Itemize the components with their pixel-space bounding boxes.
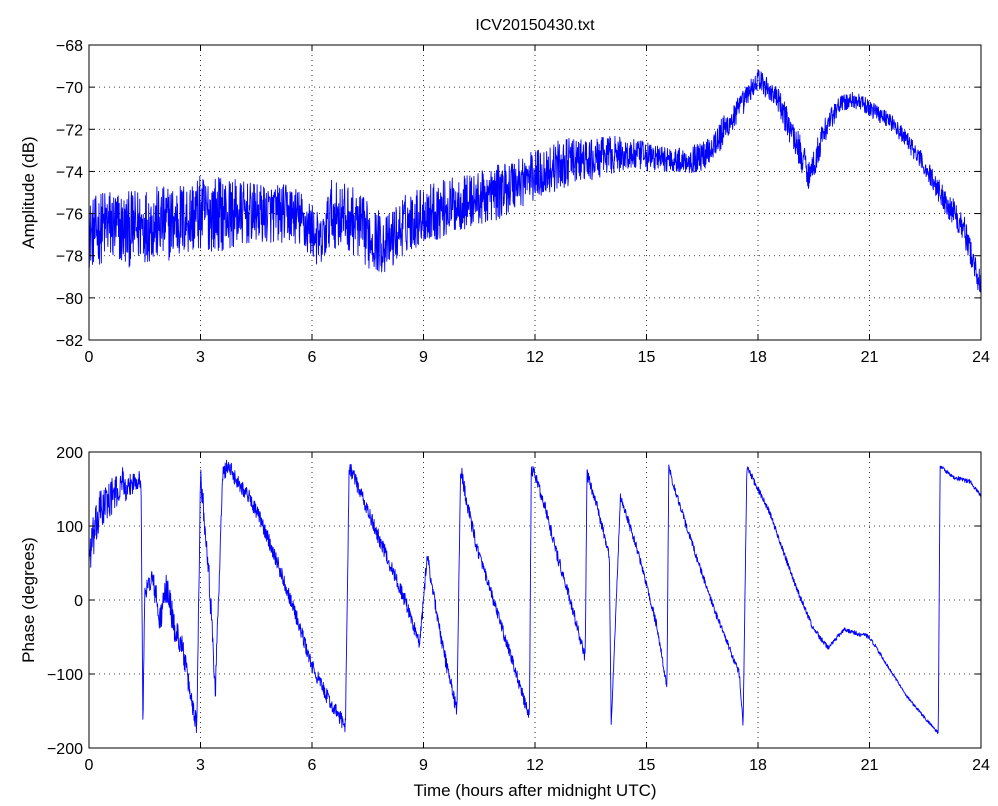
y-tick-label: −78	[56, 249, 83, 266]
y-tick-label: −68	[56, 38, 83, 55]
phase-series	[89, 459, 981, 734]
amplitude-grid	[89, 45, 981, 340]
y-tick-label: −100	[47, 667, 83, 684]
x-axis-label-time: Time (hours after midnight UTC)	[413, 781, 656, 800]
chart-title: ICV20150430.txt	[475, 17, 595, 34]
x-tick-label: 3	[196, 349, 205, 366]
x-tick-label: 6	[308, 349, 317, 366]
y-tick-label: −74	[56, 164, 83, 181]
series-line	[89, 459, 981, 734]
x-tick-label: 9	[419, 757, 428, 774]
y-tick-label: −200	[47, 741, 83, 758]
x-tick-label: 24	[972, 757, 990, 774]
y-tick-label: −82	[56, 333, 83, 350]
y-tick-label: −70	[56, 80, 83, 97]
y-axis-label-amplitude: Amplitude (dB)	[19, 136, 38, 248]
y-tick-label: 0	[74, 593, 83, 610]
x-tick-label: 15	[638, 757, 656, 774]
x-tick-label: 0	[85, 757, 94, 774]
y-tick-label: 200	[56, 445, 83, 462]
amplitude-ticks: 0 3 6 9 12 15 18 21 24 −68 −70 −72 −74 −76 −78 −80 −82	[56, 38, 990, 366]
phase-ticks: 0 3 6 9 12 15 18 21 24 200 100 0 −100 −200	[47, 445, 990, 774]
x-tick-label: 0	[85, 349, 94, 366]
x-tick-label: 6	[308, 757, 317, 774]
x-tick-label: 24	[972, 349, 990, 366]
y-tick-label: −80	[56, 291, 83, 308]
x-tick-label: 9	[419, 349, 428, 366]
phase-plot: 0 3 6 9 12 15 18 21 24 200 100 0 −100 −200 Time (hour…	[19, 445, 990, 800]
x-tick-label: 12	[526, 757, 544, 774]
y-axis-label-phase: Phase (degrees)	[19, 537, 38, 663]
x-tick-label: 18	[749, 757, 767, 774]
y-tick-label: −72	[56, 122, 83, 139]
series-line	[89, 69, 981, 293]
y-tick-label: −76	[56, 207, 83, 224]
x-tick-label: 21	[861, 349, 879, 366]
x-tick-label: 12	[526, 349, 544, 366]
x-tick-label: 15	[638, 349, 656, 366]
amplitude-series	[89, 69, 981, 293]
amplitude-plot: 0 3 6 9 12 15 18 21 24 −68 −70 −72 −74 −76 −78 −80 −82 I…	[19, 17, 990, 366]
x-tick-label: 18	[749, 349, 767, 366]
phase-grid	[89, 452, 981, 748]
x-tick-label: 21	[861, 757, 879, 774]
y-tick-label: 100	[56, 519, 83, 536]
x-tick-label: 3	[196, 757, 205, 774]
